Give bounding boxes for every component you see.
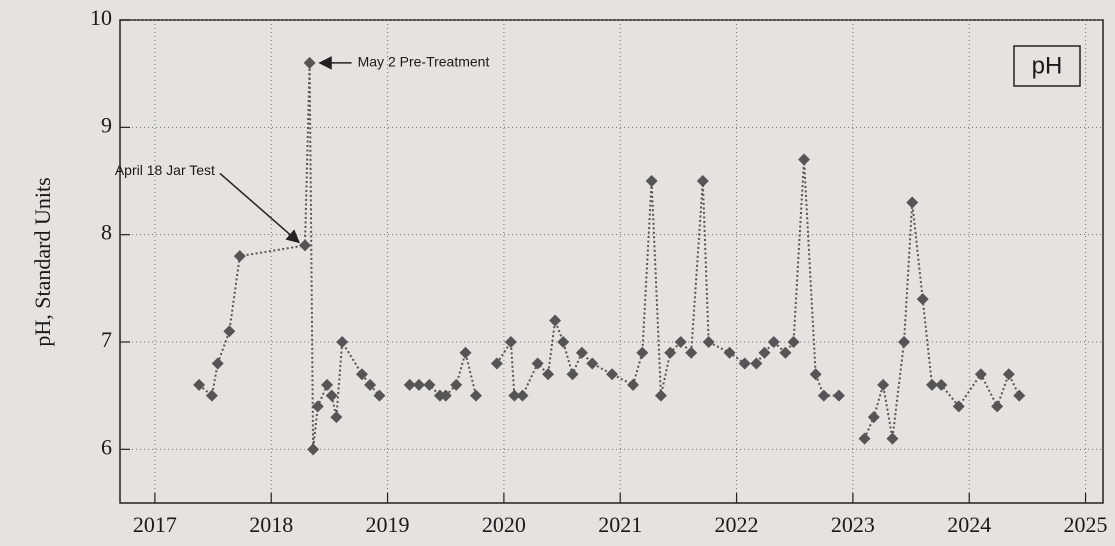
data-point xyxy=(542,368,555,381)
data-point xyxy=(298,239,311,252)
data-point xyxy=(664,346,677,359)
data-point xyxy=(767,336,780,348)
data-point xyxy=(974,368,987,381)
data-point xyxy=(1002,368,1015,381)
x-tick-label: 2017 xyxy=(133,512,177,537)
data-line xyxy=(496,159,839,397)
y-axis-label: pH, Standard Units xyxy=(30,177,55,346)
data-point xyxy=(696,175,709,187)
data-point xyxy=(325,389,338,402)
data-point xyxy=(925,378,938,391)
data-point xyxy=(832,389,845,402)
data-point xyxy=(654,389,667,402)
data-point xyxy=(787,336,800,348)
data-point xyxy=(303,56,316,69)
data-point xyxy=(886,432,899,445)
data-point xyxy=(952,400,965,413)
data-point xyxy=(508,389,521,402)
x-tick-label: 2022 xyxy=(715,512,759,537)
annotation: April 18 Jar Test xyxy=(115,162,215,178)
data-point xyxy=(223,325,236,338)
data-point xyxy=(504,336,517,348)
y-tick-label: 9 xyxy=(101,112,112,137)
data-point xyxy=(439,389,452,402)
data-point xyxy=(702,336,715,348)
data-point xyxy=(738,357,751,370)
data-point xyxy=(450,378,463,391)
data-point xyxy=(898,336,911,348)
data-point xyxy=(531,357,544,370)
data-point xyxy=(867,411,880,424)
data-point xyxy=(364,378,377,391)
data-point xyxy=(516,389,529,402)
annotation-arrow xyxy=(219,172,300,244)
data-point xyxy=(645,175,658,187)
y-tick-label: 6 xyxy=(101,434,112,459)
data-point xyxy=(877,378,890,391)
x-tick-label: 2018 xyxy=(249,512,293,537)
legend-box xyxy=(1013,45,1081,87)
data-point xyxy=(758,346,771,359)
data-point xyxy=(606,368,619,381)
data-point xyxy=(469,389,482,402)
data-point xyxy=(809,368,822,381)
x-tick-label: 2024 xyxy=(947,512,991,537)
data-point xyxy=(193,378,206,391)
data-point xyxy=(336,336,349,348)
data-point xyxy=(636,346,649,359)
legend-label: pH xyxy=(1032,52,1063,79)
data-point xyxy=(586,357,599,370)
data-point xyxy=(557,336,570,348)
x-tick-label: 2023 xyxy=(831,512,875,537)
data-point xyxy=(575,346,588,359)
data-point xyxy=(355,368,368,381)
x-tick-label: 2025 xyxy=(1064,512,1108,537)
data-point xyxy=(674,336,687,348)
x-tick-label: 2021 xyxy=(598,512,642,537)
data-point xyxy=(1013,389,1026,402)
data-point xyxy=(779,346,792,359)
data-point xyxy=(627,378,640,391)
data-point xyxy=(403,378,416,391)
data-point xyxy=(311,400,324,413)
data-point xyxy=(423,378,436,391)
data-point xyxy=(549,314,562,327)
plot-frame xyxy=(119,19,1104,504)
x-tick-label: 2019 xyxy=(366,512,410,537)
data-point xyxy=(685,346,698,359)
data-point xyxy=(321,378,334,391)
data-point xyxy=(935,378,948,391)
data-point xyxy=(906,196,919,209)
data-point xyxy=(205,389,218,402)
data-point xyxy=(798,153,811,166)
data-point xyxy=(307,443,320,456)
annotation: May 2 Pre-Treatment xyxy=(358,54,490,70)
data-line xyxy=(198,62,381,450)
data-point xyxy=(211,357,224,370)
data-point xyxy=(916,293,929,306)
y-tick-label: 10 xyxy=(90,5,112,30)
data-point xyxy=(233,250,246,263)
data-point xyxy=(723,346,736,359)
y-tick-label: 7 xyxy=(101,327,112,352)
data-point xyxy=(373,389,386,402)
data-point xyxy=(858,432,871,445)
data-point xyxy=(330,411,343,424)
data-point xyxy=(566,368,579,381)
data-point xyxy=(991,400,1004,413)
data-point xyxy=(750,357,763,370)
data-point xyxy=(459,346,472,359)
data-point xyxy=(412,378,425,391)
y-tick-label: 8 xyxy=(101,220,112,245)
data-point xyxy=(817,389,830,402)
data-point xyxy=(490,357,503,370)
x-tick-label: 2020 xyxy=(482,512,526,537)
